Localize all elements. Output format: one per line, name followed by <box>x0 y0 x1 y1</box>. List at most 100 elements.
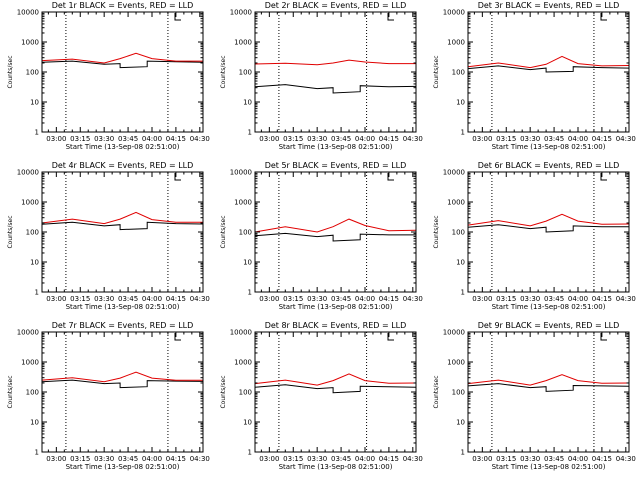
y-tick-label: 1000 <box>234 39 252 47</box>
y-tick-label: 1000 <box>234 199 252 207</box>
x-tick-label: 04:00 <box>142 455 162 463</box>
y-tick-label: 10 <box>30 259 39 267</box>
y-tick-label: 10000 <box>443 9 465 17</box>
y-tick-label: 10 <box>456 419 465 427</box>
y-tick-label: 10000 <box>230 169 252 177</box>
x-tick-label: 04:15 <box>379 455 399 463</box>
panel-title: Det 2r BLACK = Events, RED = LLD <box>265 1 407 10</box>
y-tick-label: 1 <box>35 289 39 297</box>
x-tick-label: 03:30 <box>94 455 114 463</box>
x-tick-label: 03:45 <box>331 135 351 143</box>
x-tick-label: 04:15 <box>592 295 612 303</box>
panel-title: Det 7r BLACK = Events, RED = LLD <box>52 321 194 330</box>
x-tick-label: 03:45 <box>331 295 351 303</box>
y-tick-label: 100 <box>26 229 39 237</box>
x-tick-label: 04:30 <box>403 295 423 303</box>
x-tick-label: 03:45 <box>118 135 138 143</box>
x-axis-label: Start Time (13-Sep-08 02:51:00) <box>279 143 393 151</box>
panel-title: Det 4r BLACK = Events, RED = LLD <box>52 161 194 170</box>
y-tick-label: 10 <box>243 259 252 267</box>
y-tick-label: 1000 <box>21 359 39 367</box>
x-tick-label: 04:30 <box>616 135 636 143</box>
x-tick-label: 04:30 <box>403 455 423 463</box>
y-tick-label: 100 <box>452 389 465 397</box>
panel-title: Det 9r BLACK = Events, RED = LLD <box>478 321 620 330</box>
panel-6: Det 6r BLACK = Events, RED = LLD 1 10 100 10… <box>433 161 636 311</box>
lld-series-line <box>41 371 203 383</box>
lld-series-line <box>41 52 203 64</box>
y-tick-label: 10000 <box>17 169 39 177</box>
x-tick-label: 04:00 <box>568 135 588 143</box>
lld-series-line <box>254 59 416 66</box>
x-tick-label: 03:30 <box>520 135 540 143</box>
x-tick-label: 03:00 <box>46 295 66 303</box>
x-tick-label: 03:45 <box>331 455 351 463</box>
y-tick-label: 1 <box>248 289 252 297</box>
x-tick-label: 03:00 <box>472 455 492 463</box>
y-tick-label: 100 <box>239 229 252 237</box>
x-axis-label: Start Time (13-Sep-08 02:51:00) <box>66 143 180 151</box>
y-axis-label: Counts/sec <box>433 55 440 88</box>
y-tick-label: 1000 <box>234 359 252 367</box>
x-tick-label: 04:30 <box>190 295 210 303</box>
x-tick-label: 04:15 <box>592 135 612 143</box>
corner-marker <box>600 333 607 341</box>
y-tick-label: 100 <box>26 69 39 77</box>
x-tick-label: 03:15 <box>283 455 303 463</box>
panel-title: Det 8r BLACK = Events, RED = LLD <box>265 321 407 330</box>
x-tick-label: 03:30 <box>94 295 114 303</box>
y-tick-label: 10 <box>30 419 39 427</box>
corner-marker <box>600 13 607 21</box>
y-tick-label: 1 <box>461 289 465 297</box>
x-tick-label: 04:15 <box>166 135 186 143</box>
x-tick-label: 03:45 <box>544 455 564 463</box>
x-tick-label: 03:00 <box>259 295 279 303</box>
panel-title: Det 6r BLACK = Events, RED = LLD <box>478 161 620 170</box>
y-tick-label: 1 <box>461 129 465 137</box>
x-tick-label: 04:30 <box>190 455 210 463</box>
x-axis-label: Start Time (13-Sep-08 02:51:00) <box>279 303 393 311</box>
events-series-line <box>467 383 630 392</box>
x-axis-label: Start Time (13-Sep-08 02:51:00) <box>279 463 393 471</box>
panel-9: Det 9r BLACK = Events, RED = LLD 1 10 100 10… <box>433 321 636 471</box>
lld-series-line <box>41 211 203 225</box>
x-tick-label: 03:15 <box>70 295 90 303</box>
panel-1: Det 1r BLACK = Events, RED = LLD 1 10 100 10… <box>7 1 210 151</box>
events-series-line <box>467 224 629 233</box>
x-tick-label: 03:30 <box>307 455 327 463</box>
y-tick-label: 1 <box>35 449 39 457</box>
events-series-line <box>254 384 417 394</box>
y-tick-label: 1 <box>35 129 39 137</box>
y-axis-label: Counts/sec <box>220 215 227 248</box>
panel-title: Det 3r BLACK = Events, RED = LLD <box>478 1 620 10</box>
y-tick-label: 1 <box>248 449 252 457</box>
x-tick-label: 04:00 <box>355 295 375 303</box>
y-tick-label: 10000 <box>443 169 465 177</box>
x-tick-label: 04:00 <box>355 455 375 463</box>
corner-marker <box>174 333 181 341</box>
x-axis-label: Start Time (13-Sep-08 02:51:00) <box>492 463 606 471</box>
x-tick-label: 04:00 <box>142 295 162 303</box>
panel-5: Det 5r BLACK = Events, RED = LLD 1 10 100 10… <box>220 161 423 311</box>
x-tick-label: 03:45 <box>118 455 138 463</box>
corner-marker <box>174 173 181 181</box>
y-tick-label: 1 <box>248 129 252 137</box>
y-axis-label: Counts/sec <box>7 55 14 88</box>
events-series-line <box>254 84 417 94</box>
y-tick-label: 1000 <box>447 359 465 367</box>
panel-4: Det 4r BLACK = Events, RED = LLD 1 10 100 10… <box>7 161 210 311</box>
y-axis-label: Counts/sec <box>220 55 227 88</box>
y-tick-label: 100 <box>239 389 252 397</box>
x-tick-label: 03:45 <box>544 135 564 143</box>
events-series-line <box>254 232 416 242</box>
y-tick-label: 10000 <box>230 9 252 17</box>
x-axis-label: Start Time (13-Sep-08 02:51:00) <box>66 303 180 311</box>
y-tick-label: 10 <box>243 99 252 107</box>
panel-title: Det 5r BLACK = Events, RED = LLD <box>265 161 407 170</box>
events-series-line <box>41 379 204 389</box>
x-tick-label: 04:00 <box>142 135 162 143</box>
x-tick-label: 03:30 <box>520 295 540 303</box>
y-tick-label: 10 <box>456 99 465 107</box>
x-tick-label: 03:30 <box>307 135 327 143</box>
